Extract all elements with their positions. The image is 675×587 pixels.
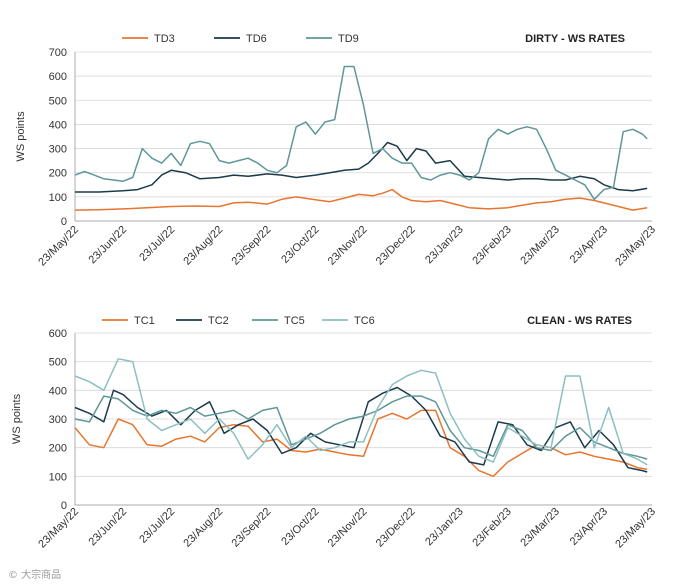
x-tick-label: 23/Dec/22	[374, 224, 418, 268]
series-line-td9	[74, 65, 648, 201]
y-tick-label: 100	[49, 192, 67, 204]
x-tick-label: 23/Aug/22	[181, 506, 225, 550]
x-tick-label: 23/Jul/22	[137, 506, 177, 546]
x-tick-label: 23/May/22	[36, 224, 81, 269]
x-tick-label: 23/Feb/23	[470, 506, 514, 550]
y-tick-label: 200	[49, 443, 67, 455]
y-tick-label: 300	[49, 144, 67, 156]
x-tick-label: 23/Oct/22	[279, 506, 321, 548]
y-tick-label: 600	[49, 71, 67, 83]
y-axis-label: WS points	[15, 111, 27, 162]
chart-1: 0 100 200 300 400 500 600 700 23/May/22 23/Jun/22…	[15, 33, 658, 268]
series-line-td6	[75, 141, 648, 193]
x-tick-label: 23/Feb/23	[470, 224, 514, 268]
x-tick-label: 23/Aug/22	[181, 224, 225, 268]
x-tick-label: 23/Apr/23	[568, 506, 610, 548]
y-tick-label: 300	[49, 414, 67, 426]
chart-title: CLEAN - WS RATES	[527, 315, 632, 327]
y-axis-label: WS points	[11, 393, 23, 444]
legend-label-tc6: TC6	[354, 315, 375, 327]
y-tick-label: 100	[49, 471, 67, 483]
legend-label-td3: TD3	[154, 33, 175, 45]
x-tick-label: 23/Apr/23	[568, 224, 610, 266]
x-tick-label: 23/May/23	[613, 506, 658, 551]
series-line-tc6	[74, 358, 648, 466]
y-tick-label: 500	[49, 357, 67, 369]
y-tick-label: 200	[49, 168, 67, 180]
y-tick-label: 400	[49, 119, 67, 131]
series-line-tc5	[74, 395, 648, 460]
x-tick-label: 23/Nov/22	[326, 224, 370, 268]
x-tick-label: 23/May/22	[36, 506, 81, 551]
chart-title: DIRTY - WS RATES	[525, 33, 625, 45]
y-tick-label: 700	[49, 47, 67, 59]
y-tick-label: 400	[49, 385, 67, 397]
legend-label-tc5: TC5	[284, 315, 305, 327]
x-tick-label: 23/Jul/22	[137, 224, 177, 264]
series-line-tc1	[74, 409, 648, 478]
x-tick-label: 23/Oct/22	[279, 224, 321, 266]
x-tick-label: 23/Sep/22	[230, 506, 274, 550]
y-tick-label: 600	[49, 328, 67, 340]
y-tick-label: 500	[49, 95, 67, 107]
x-tick-label: 23/Jun/22	[87, 224, 130, 267]
y-tick-label: 0	[61, 500, 67, 512]
x-tick-label: 23/Sep/22	[230, 224, 274, 268]
x-tick-label: 23/Nov/22	[326, 506, 370, 550]
x-tick-label: 23/May/23	[613, 224, 658, 269]
x-tick-label: 23/Mar/23	[518, 506, 562, 550]
legend-label-td9: TD9	[338, 33, 359, 45]
x-tick-label: 23/Dec/22	[374, 506, 418, 550]
legend-label-tc1: TC1	[134, 315, 155, 327]
x-tick-label: 23/Jun/22	[87, 506, 130, 549]
legend-label-tc2: TC2	[208, 315, 229, 327]
legend-label-td6: TD6	[246, 33, 267, 45]
x-tick-label: 23/Jan/23	[423, 224, 466, 267]
y-tick-label: 0	[61, 216, 67, 228]
x-tick-label: 23/Jan/23	[423, 506, 466, 549]
x-tick-label: 23/Mar/23	[518, 224, 562, 268]
series-line-td3	[74, 188, 648, 211]
watermark-text: © 大宗商品	[8, 570, 62, 581]
